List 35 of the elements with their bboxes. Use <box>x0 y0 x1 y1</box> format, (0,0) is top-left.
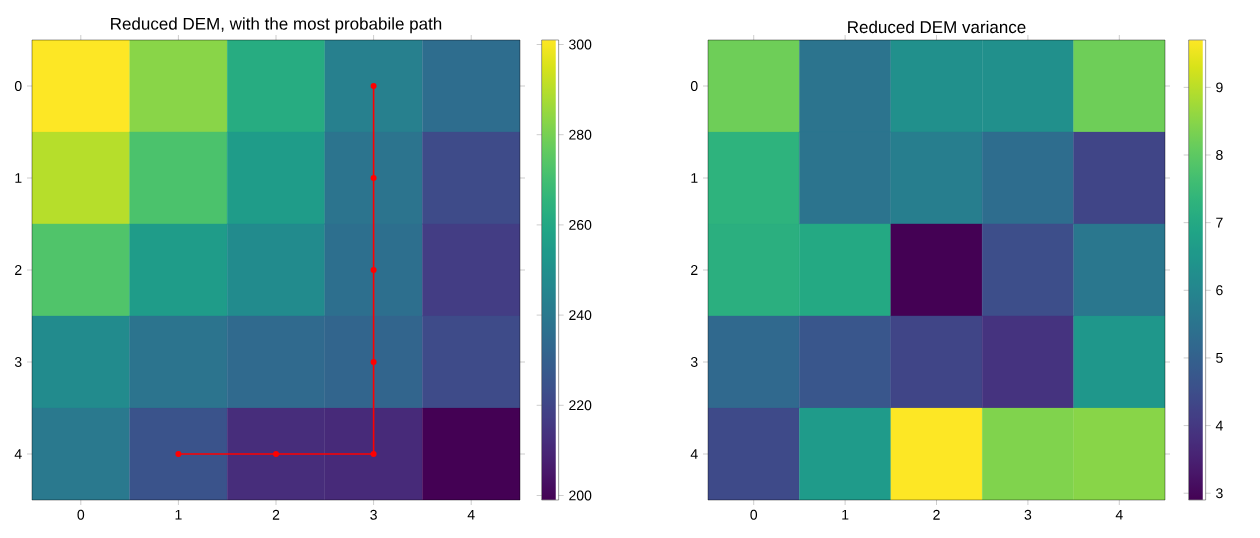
color-bar-label: 4 <box>1215 420 1223 431</box>
y-tick-label: 0 <box>14 81 22 91</box>
y-tick-label: 1 <box>691 173 698 183</box>
x-tick-label: 1 <box>842 509 849 520</box>
y-tick-label: 4 <box>14 449 22 459</box>
y-tick-label: 0 <box>690 81 698 91</box>
x-tick-label: 2 <box>272 509 280 520</box>
color-bar-label: 5 <box>1216 353 1223 363</box>
color-bar-label: 300 <box>569 39 592 50</box>
color-bar-label: 8 <box>1216 150 1223 160</box>
color-bar-label: 3 <box>1216 488 1223 499</box>
x-tick-label: 0 <box>77 509 85 520</box>
x-tick-label: 1 <box>175 509 182 520</box>
y-tick-label: 3 <box>690 357 698 367</box>
x-tick-label: 4 <box>1115 509 1123 520</box>
x-tick-label: 4 <box>467 509 475 520</box>
color-bar-label: 6 <box>1216 285 1223 296</box>
y-tick-label: 3 <box>14 357 22 367</box>
y-tick-label: 4 <box>690 449 698 459</box>
chart-title: Reduced DEM, with the most probabile path <box>111 17 442 34</box>
y-tick-label: 1 <box>15 173 22 183</box>
x-tick-label: 3 <box>370 509 377 520</box>
chart-title: Reduced DEM variance <box>848 20 1026 34</box>
color-bar-label: 9 <box>1216 82 1223 93</box>
x-tick-label: 0 <box>750 509 758 520</box>
color-bar-label: 220 <box>569 400 592 411</box>
color-bar-label: 200 <box>569 490 592 501</box>
x-tick-label: 3 <box>1024 509 1032 520</box>
color-bar-label: 7 <box>1216 217 1223 228</box>
x-tick-label: 2 <box>933 509 940 520</box>
color-bar-label: 260 <box>569 219 592 230</box>
y-tick-label: 2 <box>691 265 698 275</box>
color-bar-label: 280 <box>569 129 592 140</box>
y-tick-label: 2 <box>15 265 22 275</box>
color-bar-label: 240 <box>569 310 592 321</box>
